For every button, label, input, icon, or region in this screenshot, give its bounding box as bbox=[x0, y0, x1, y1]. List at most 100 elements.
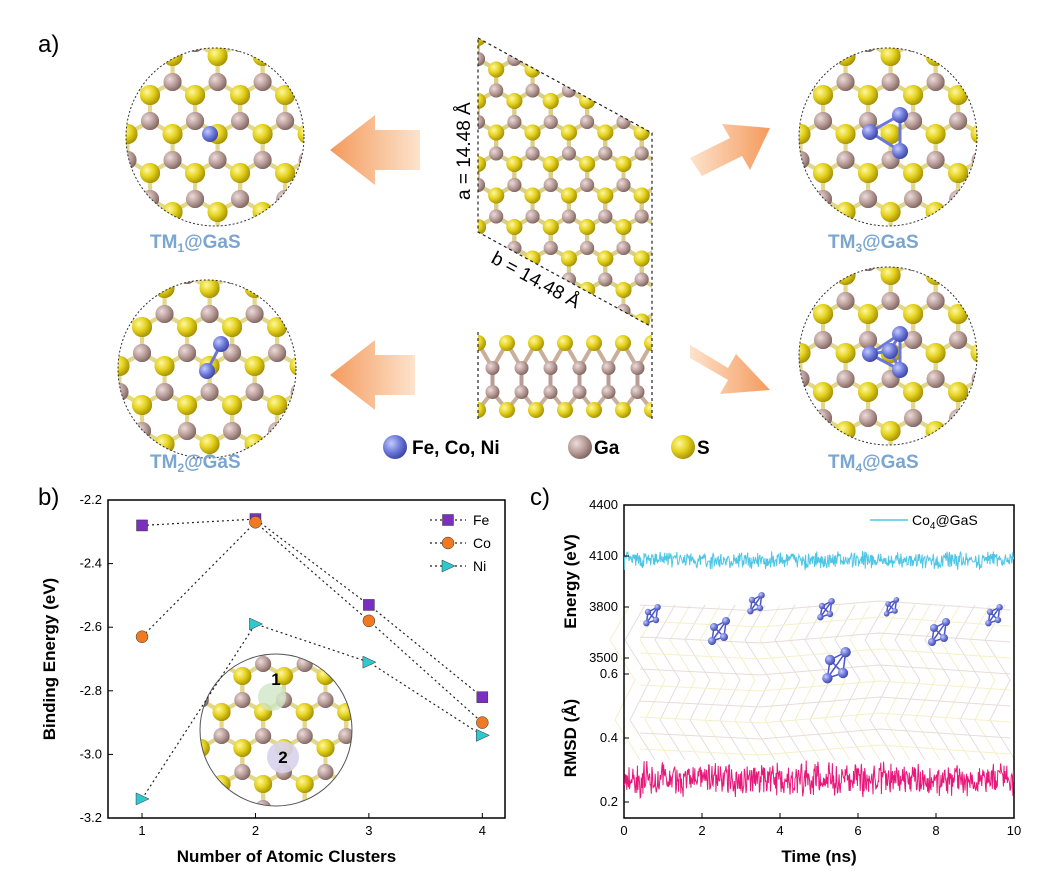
bond bbox=[283, 197, 304, 214]
bond bbox=[308, 160, 331, 173]
ga-atom bbox=[88, 422, 106, 440]
bond bbox=[478, 277, 499, 292]
ga-atom bbox=[814, 190, 833, 208]
ga-atom bbox=[453, 336, 467, 350]
bond bbox=[799, 416, 803, 433]
bond bbox=[660, 122, 678, 133]
bond bbox=[603, 38, 626, 40]
s-atom bbox=[320, 85, 340, 105]
ga-atom bbox=[478, 178, 485, 192]
ga-atom bbox=[769, 331, 787, 349]
ga-atom bbox=[133, 280, 152, 284]
bond bbox=[300, 314, 323, 327]
ga-atom bbox=[799, 151, 810, 169]
ga-atom bbox=[814, 48, 833, 52]
bond bbox=[799, 267, 826, 277]
s-atom bbox=[132, 473, 152, 493]
bond bbox=[200, 734, 203, 750]
bond bbox=[936, 238, 959, 251]
bond bbox=[148, 48, 175, 58]
s-atom bbox=[651, 282, 652, 298]
bond bbox=[799, 80, 803, 97]
bond bbox=[981, 262, 1004, 275]
ga-atom bbox=[653, 115, 667, 129]
s-atom bbox=[948, 460, 968, 480]
ga-atom bbox=[246, 461, 264, 479]
bond bbox=[981, 238, 1004, 251]
s-atom bbox=[880, 202, 901, 222]
ga-atom bbox=[601, 385, 616, 399]
bond bbox=[200, 662, 224, 678]
bond bbox=[478, 246, 480, 261]
s-atom bbox=[177, 395, 198, 415]
bond bbox=[263, 238, 286, 251]
s-atom bbox=[615, 38, 632, 46]
snapshot-bond bbox=[819, 604, 851, 761]
ga-atom bbox=[359, 692, 375, 708]
bond bbox=[981, 43, 1004, 56]
ga-atom bbox=[141, 48, 160, 52]
cluster-atom bbox=[822, 673, 833, 684]
ga-atom bbox=[276, 48, 295, 52]
s-atom bbox=[233, 811, 251, 829]
bond bbox=[603, 88, 626, 103]
ga-atom bbox=[671, 273, 685, 287]
s-atom bbox=[185, 163, 206, 183]
s-atom bbox=[597, 187, 614, 204]
bond bbox=[981, 199, 1004, 212]
bond bbox=[308, 121, 331, 134]
ga-atom bbox=[208, 73, 227, 91]
ga-atom bbox=[133, 422, 152, 440]
bond bbox=[585, 38, 608, 40]
s-atom bbox=[993, 241, 1013, 261]
s-atom bbox=[768, 382, 788, 402]
s-atom bbox=[948, 241, 968, 261]
bond bbox=[118, 280, 122, 290]
ga-atom bbox=[561, 209, 576, 224]
tm-atom bbox=[862, 346, 878, 362]
s-atom bbox=[768, 304, 788, 324]
bond bbox=[277, 470, 300, 483]
bond bbox=[933, 48, 961, 58]
caption-tm3: TM3@GaS bbox=[828, 232, 919, 255]
bond bbox=[118, 312, 122, 329]
ga-atom bbox=[223, 280, 242, 284]
bond bbox=[300, 353, 323, 366]
bond bbox=[660, 280, 678, 291]
bond bbox=[460, 343, 478, 354]
tm-atom bbox=[892, 362, 908, 378]
bond bbox=[585, 57, 608, 72]
bond bbox=[660, 59, 678, 70]
bond bbox=[799, 119, 803, 136]
ga-atom bbox=[994, 190, 1012, 208]
bond bbox=[801, 238, 824, 251]
s-atom bbox=[126, 48, 138, 66]
bond bbox=[494, 38, 517, 40]
s-atom bbox=[948, 241, 968, 261]
s-atom bbox=[478, 402, 486, 418]
legend-ga-label: Ga bbox=[594, 438, 620, 459]
bond bbox=[799, 267, 803, 277]
s-atom bbox=[597, 250, 614, 267]
bond bbox=[200, 698, 203, 714]
snapshot-bond bbox=[654, 604, 686, 761]
bond bbox=[285, 238, 308, 251]
s-atom bbox=[993, 382, 1013, 402]
bond bbox=[200, 770, 203, 786]
bond bbox=[126, 197, 153, 214]
s-atom bbox=[275, 811, 293, 829]
snapshot-bond bbox=[639, 744, 1011, 756]
ga-atom bbox=[572, 361, 587, 375]
bond bbox=[603, 38, 626, 40]
s-atom bbox=[212, 703, 231, 721]
legend-rest: @GaS bbox=[935, 512, 977, 528]
s-atom bbox=[295, 703, 314, 721]
s-atom bbox=[528, 402, 544, 418]
bond bbox=[585, 57, 608, 72]
ga-atom bbox=[296, 656, 313, 672]
s-atom bbox=[560, 250, 577, 267]
bond bbox=[118, 429, 122, 446]
s-atom bbox=[358, 739, 376, 757]
bond bbox=[660, 154, 678, 165]
